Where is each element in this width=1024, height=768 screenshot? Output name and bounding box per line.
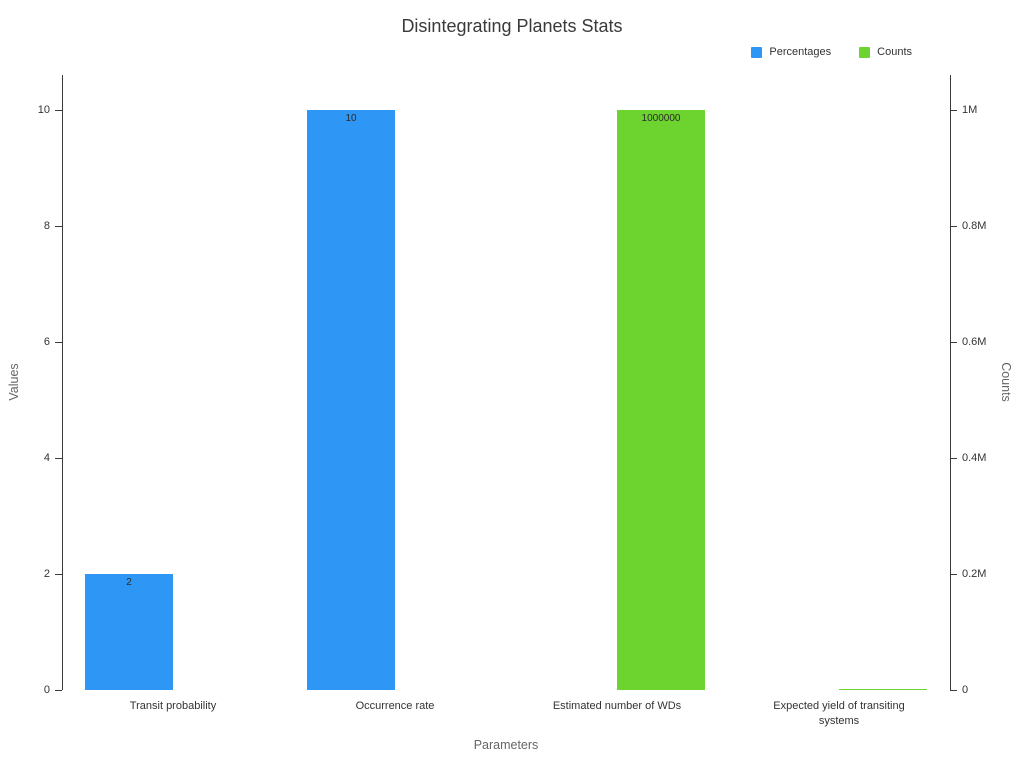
bar-value-label: 2 xyxy=(126,576,132,588)
right-axis-tick xyxy=(950,341,957,343)
left-axis-tick xyxy=(55,457,62,459)
x-tick-label: Expected yield of transiting systems xyxy=(773,700,905,727)
right-axis-tick xyxy=(950,690,957,691)
left-axis-tick xyxy=(55,225,62,227)
x-tick-label: Estimated number of WDs xyxy=(552,700,682,712)
left-axis-tick xyxy=(55,341,62,343)
legend: Percentages Counts xyxy=(751,46,912,58)
left-axis-title: Values xyxy=(7,363,21,401)
right-axis-tick-label: 0.8M xyxy=(962,219,987,232)
x-axis-title: Parameters xyxy=(473,738,539,752)
right-axis-tick-label: 0 xyxy=(962,684,969,696)
percentages-bar xyxy=(307,109,395,690)
left-axis-tick-label: 8 xyxy=(43,219,50,232)
left-axis-tick-label: 2 xyxy=(43,567,50,580)
right-axis-tick-label: 0.4M xyxy=(962,451,987,464)
left-axis-line xyxy=(62,75,63,690)
left-axis-tick-label: 0 xyxy=(43,684,50,696)
right-axis-tick xyxy=(950,457,957,459)
left-axis-tick-label: 10 xyxy=(37,103,50,116)
chart-title: Disintegrating Planets Stats xyxy=(401,16,623,36)
bar-value-label: 10 xyxy=(345,112,357,124)
legend-label: Counts xyxy=(877,46,912,58)
legend-item-counts[interactable]: Counts xyxy=(859,46,912,58)
right-axis-tick xyxy=(950,573,957,575)
left-axis-tick-label: 6 xyxy=(43,335,50,348)
right-axis-line xyxy=(950,75,951,690)
right-axis-tick xyxy=(950,109,957,111)
right-axis-tick-label: 0.2M xyxy=(962,567,987,580)
left-axis-tick xyxy=(55,690,62,691)
legend-swatch-icon xyxy=(751,46,763,58)
plot-area: 0 2 4 6 8 10 0 0.2M 0.4M 0.6M 0.8M 1M 2 10 1000000 Tran… xyxy=(38,75,986,727)
x-tick-label: Transit probability xyxy=(129,700,217,712)
legend-label: Percentages xyxy=(769,46,832,58)
counts-bar xyxy=(617,109,705,690)
left-axis-tick-label: 4 xyxy=(43,451,50,464)
right-axis-tick-label: 0.6M xyxy=(962,335,987,348)
counts-bar xyxy=(839,688,927,690)
legend-item-percentages[interactable]: Percentages xyxy=(751,46,831,58)
right-axis-tick-label: 1M xyxy=(962,103,978,116)
right-axis-title: Counts xyxy=(999,362,1013,402)
left-axis-tick xyxy=(55,109,62,111)
left-axis-tick xyxy=(55,573,62,575)
x-tick-label: Occurrence rate xyxy=(355,700,435,712)
percentages-bar xyxy=(85,573,173,690)
legend-swatch-icon xyxy=(859,46,871,58)
right-axis-tick xyxy=(950,225,957,227)
bar-value-label: 1000000 xyxy=(641,112,681,124)
